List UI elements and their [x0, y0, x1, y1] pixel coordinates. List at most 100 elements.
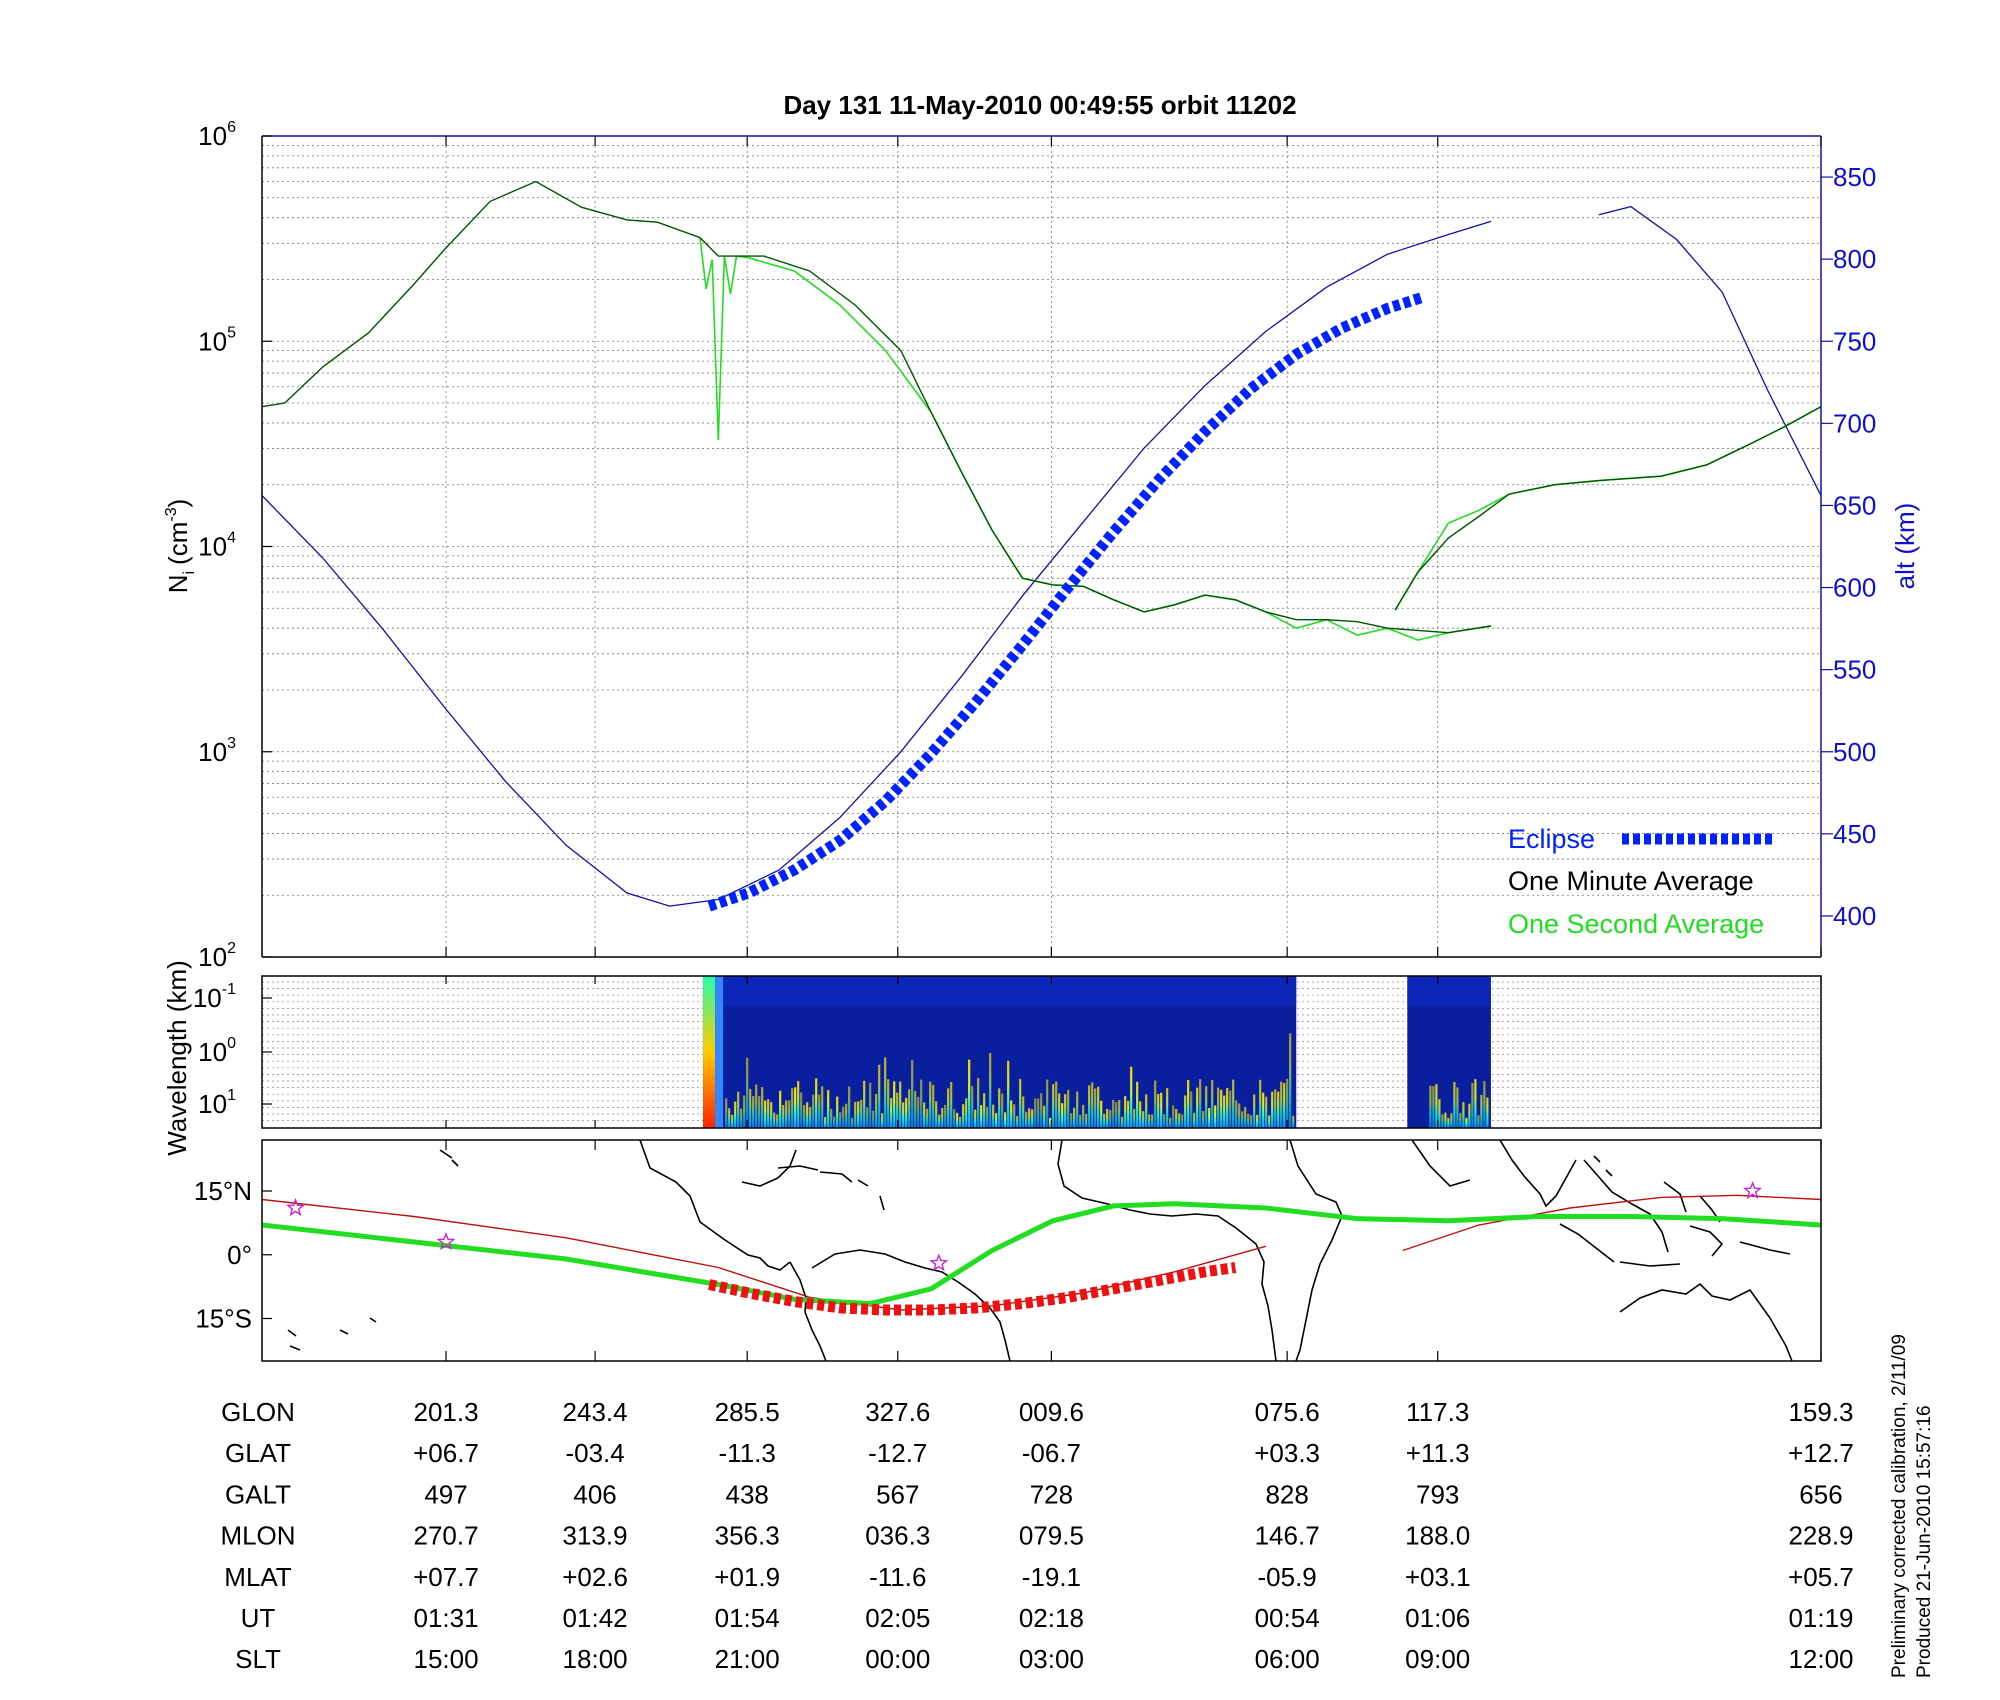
spectrogram-column: [1157, 1093, 1160, 1128]
spectrogram-column: [1253, 1094, 1256, 1128]
spectrogram-column: [1025, 1111, 1028, 1128]
spectrogram-column: [836, 1096, 839, 1128]
spectrogram-column: [1046, 1079, 1049, 1128]
spectrogram-column: [932, 1084, 935, 1128]
altitude-y-tick-label: 500: [1833, 737, 1876, 767]
spectrogram-column: [1286, 1078, 1289, 1128]
table-cell: +03.1: [1405, 1562, 1471, 1592]
spectrogram-column: [926, 1108, 929, 1128]
spectrogram-column: [893, 1081, 896, 1128]
legend-minute-label: One Minute Average: [1508, 866, 1754, 896]
table-cell: 567: [876, 1479, 919, 1509]
spectrogram-column: [1007, 1060, 1010, 1128]
spectrogram-column: [1022, 1096, 1025, 1128]
table-row-label: GLAT: [225, 1438, 291, 1468]
spectrogram-column: [1079, 1114, 1082, 1128]
spectrogram-column: [902, 1102, 905, 1128]
spectrogram-column: [1001, 1093, 1004, 1128]
spectrogram-column: [782, 1105, 785, 1128]
spectrogram-column: [1429, 1085, 1432, 1128]
spectrogram-column: [1223, 1095, 1226, 1128]
coastline-south-america-east: [811, 1249, 1011, 1361]
density-label-exp: -3: [163, 507, 180, 521]
spectrogram-column: [1082, 1104, 1085, 1128]
table-cell: 00:00: [865, 1644, 930, 1674]
spectrogram-y-tick-label: 100: [198, 1035, 236, 1067]
spectrogram-column: [812, 1094, 815, 1128]
table-cell: +02.6: [562, 1562, 628, 1592]
spectrogram-column: [1453, 1081, 1456, 1128]
spectrogram-column: [1178, 1113, 1181, 1128]
table-cell: 01:06: [1405, 1603, 1470, 1633]
spectrogram-column: [743, 1095, 746, 1128]
table-cell: 656: [1799, 1479, 1842, 1509]
density-y-tick-base: 10: [198, 326, 227, 356]
table-cell: 21:00: [715, 1644, 780, 1674]
altitude-series-line: [262, 220, 1492, 907]
altitude-y-tick-label: 450: [1833, 819, 1876, 849]
spectrogram-column: [809, 1106, 812, 1128]
table-cell: -12.7: [868, 1438, 927, 1468]
table-cell: +11.3: [1406, 1438, 1470, 1468]
spectrogram-column: [1115, 1102, 1118, 1128]
coastline-caribbean-islands: [777, 1165, 885, 1211]
table-cell: 438: [725, 1479, 768, 1509]
table-cell: 285.5: [715, 1397, 780, 1427]
spectrogram-column: [1061, 1103, 1064, 1128]
spectrogram-column: [728, 1108, 731, 1128]
spectrogram-column: [788, 1100, 791, 1128]
spectrogram-column: [824, 1117, 827, 1128]
altitude-y-axis-label: alt (km): [1890, 503, 1920, 590]
density-label-close: ): [163, 499, 193, 508]
spectrogram-column: [1121, 1116, 1124, 1128]
spectrogram-column: [1486, 1097, 1489, 1128]
spectrogram-column: [971, 1085, 974, 1128]
spectrogram-column: [731, 1114, 734, 1128]
spectrogram-column: [1274, 1089, 1277, 1128]
spectrogram-column: [1468, 1103, 1471, 1128]
spectrogram-y-tick-label: 101: [198, 1087, 236, 1119]
spectrogram-y-tick-label: 10-1: [193, 981, 236, 1013]
spectrogram-column: [1016, 1115, 1019, 1128]
table-cell: +03.3: [1254, 1438, 1320, 1468]
spectrogram-column: [1043, 1105, 1046, 1128]
spectrogram-column: [779, 1090, 782, 1128]
spectrogram-column: [1160, 1092, 1163, 1128]
eclipse-series-line: [707, 291, 1426, 912]
spectrogram-column: [986, 1106, 989, 1128]
spectrogram-column: [803, 1105, 806, 1128]
spectrogram-column: [935, 1101, 938, 1128]
spectrogram-column: [1145, 1094, 1148, 1128]
table-cell: 079.5: [1019, 1521, 1084, 1551]
altitude-y-tick-label: 550: [1833, 655, 1876, 685]
map-y-tick-label: 0°: [227, 1240, 252, 1270]
altitude-y-tick-label: 650: [1833, 490, 1876, 520]
density-y-tick-label: 106: [198, 119, 236, 151]
spectrogram-y-tick-base: 10: [198, 1037, 227, 1067]
spectrogram-column: [923, 1102, 926, 1128]
spectrogram-column: [1477, 1115, 1480, 1128]
table-cell: 12:00: [1788, 1644, 1853, 1674]
spectrogram-column: [878, 1064, 881, 1128]
spectrogram-column: [1232, 1079, 1235, 1128]
table-cell: 01:19: [1788, 1603, 1853, 1633]
spectrogram-column: [1004, 1112, 1007, 1128]
spectrogram-column: [851, 1117, 854, 1128]
legend: Eclipse One Minute Average One Second Av…: [1508, 824, 1775, 939]
table-cell: 01:31: [413, 1603, 478, 1633]
spectrogram-column: [1283, 1083, 1286, 1128]
altitude-y-tick-label: 750: [1833, 326, 1876, 356]
spectrogram-column: [1139, 1101, 1142, 1128]
spectrogram-column: [959, 1116, 962, 1128]
spectrogram-column: [983, 1093, 986, 1128]
coastline-south-america-west: [789, 1261, 827, 1361]
spectrogram-column: [1465, 1117, 1468, 1128]
spectrogram-column: [1124, 1096, 1127, 1128]
spectrogram-column: [974, 1109, 977, 1128]
spectrogram-y-tick-exp: 1: [227, 1087, 236, 1104]
spectrogram-column: [1010, 1100, 1013, 1128]
spectrogram-column: [806, 1102, 809, 1128]
